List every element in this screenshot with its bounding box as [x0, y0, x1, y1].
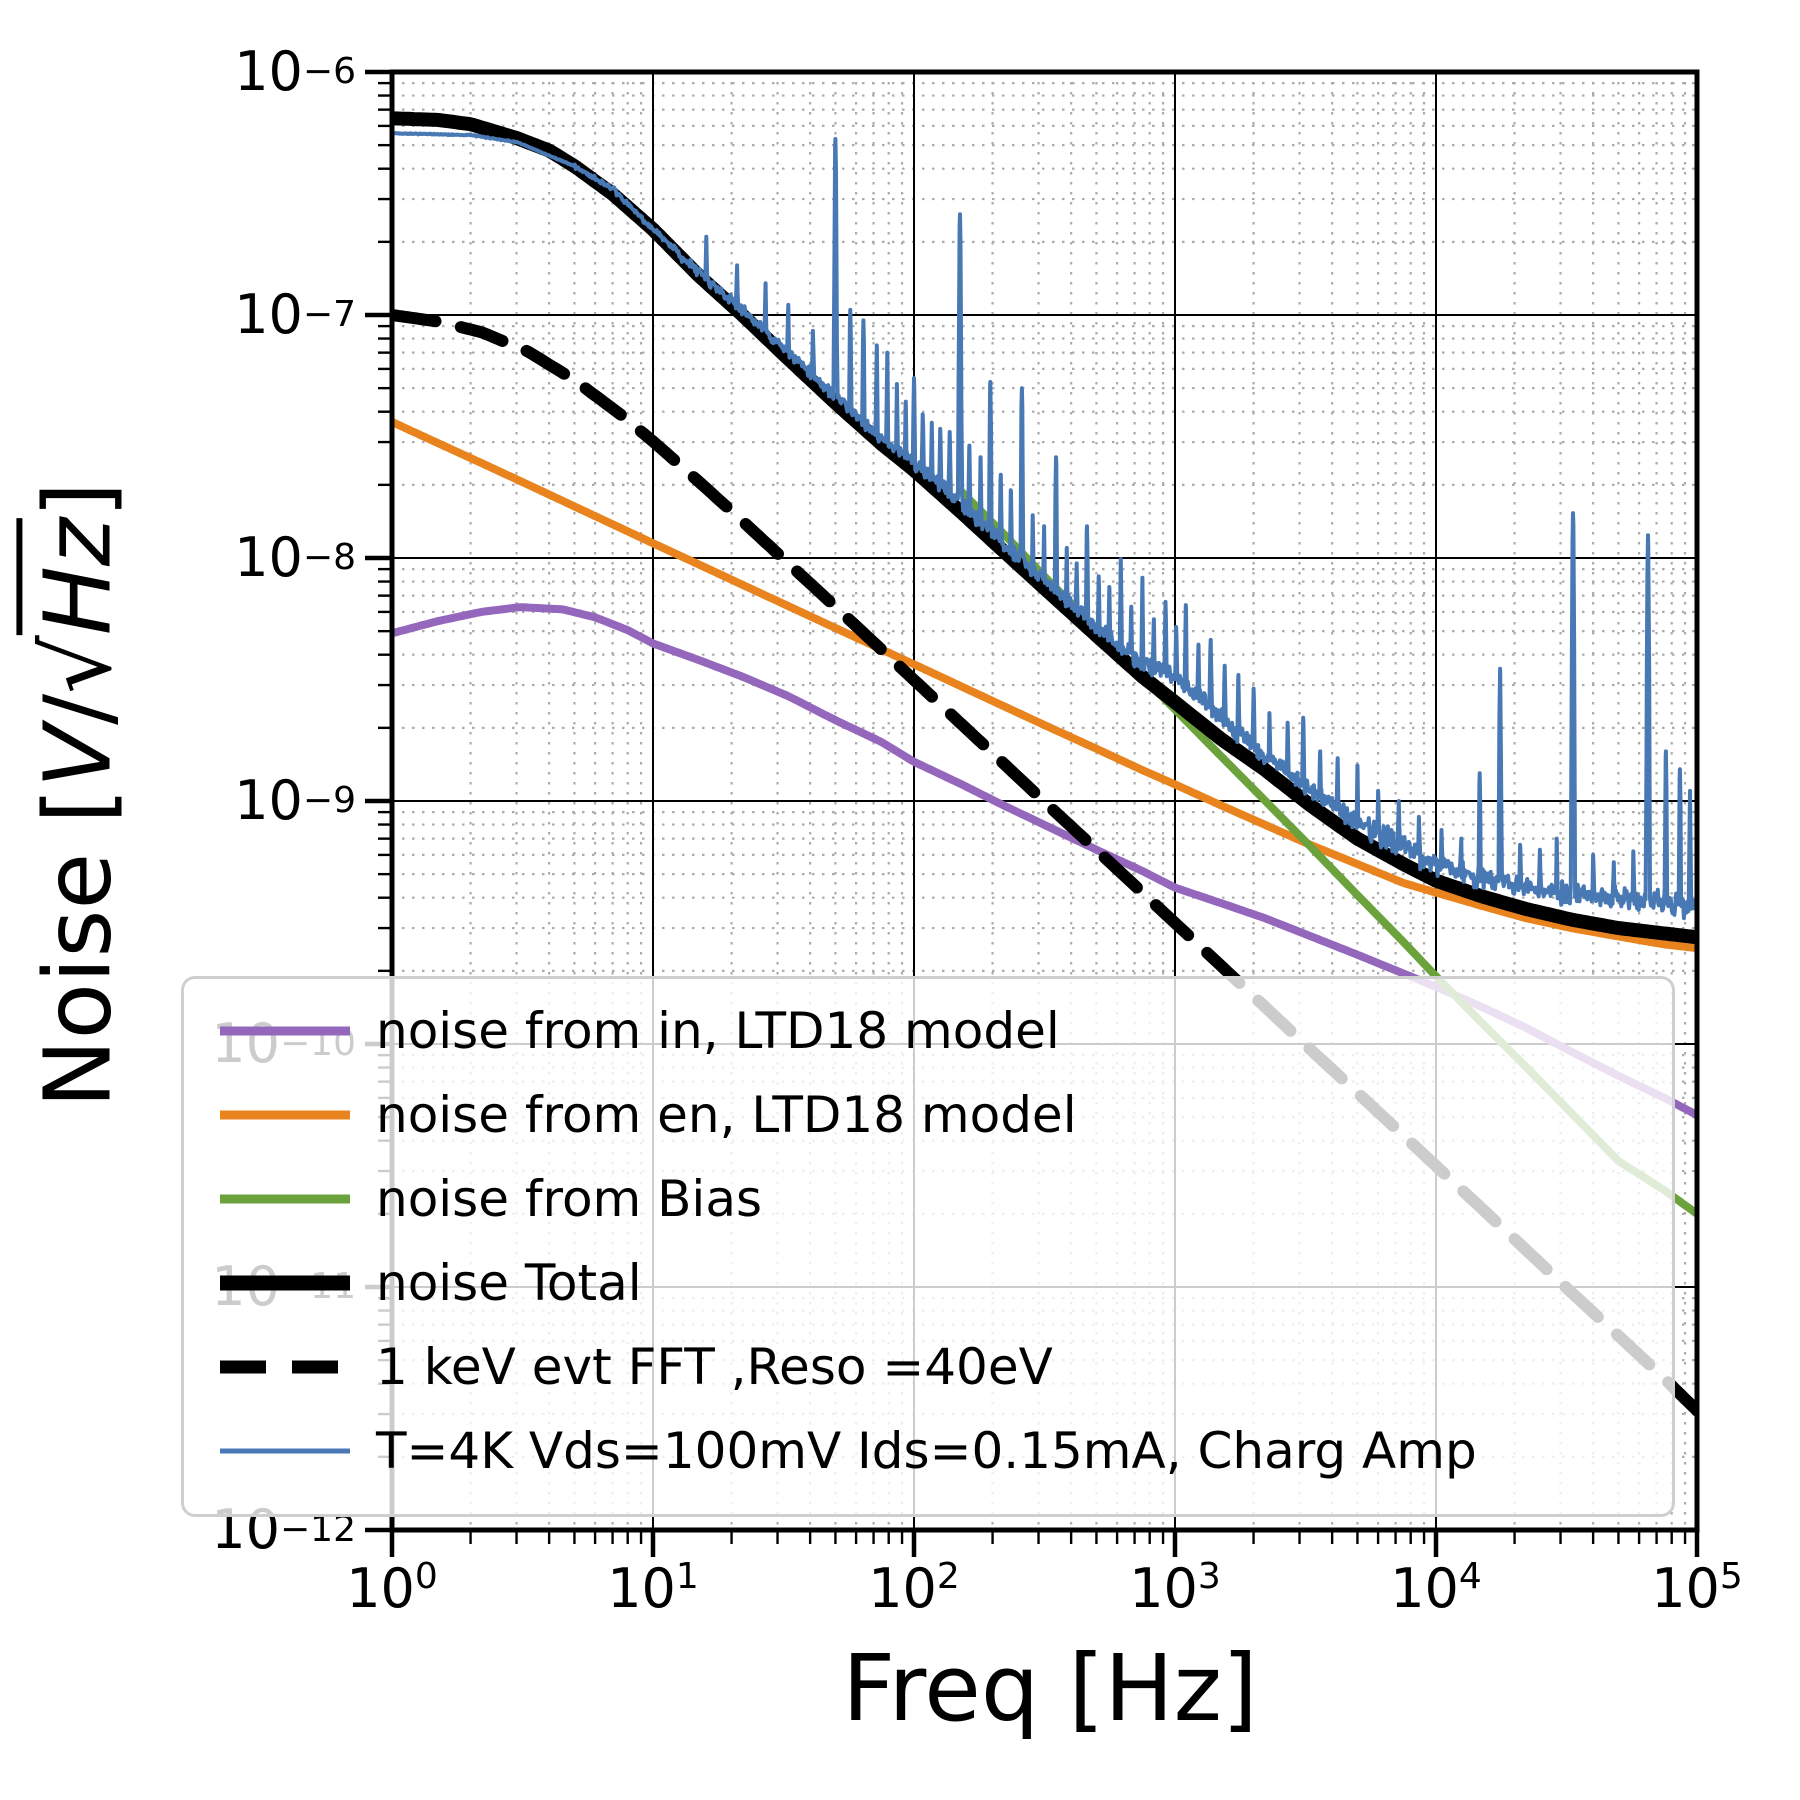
legend-label-3: noise Total: [376, 1254, 642, 1312]
y-tick-label-1e-7: 10 −7: [234, 283, 356, 346]
x-tick-label-1e1: 101: [607, 1556, 699, 1620]
legend-label-1: noise from en, LTD18 model: [376, 1086, 1077, 1144]
x-tick-label-1e2: 102: [868, 1556, 960, 1620]
legend-label-4: 1 keV evt FFT ,Reso =40eV: [376, 1338, 1053, 1396]
x-tick-label-1e3: 103: [1129, 1556, 1221, 1620]
legend-item-1: noise from en, LTD18 model: [204, 1073, 1672, 1157]
x-axis-title: Freq [Hz]: [842, 1635, 1258, 1742]
y-title-prefix: Noise [: [24, 787, 132, 1109]
legend-swatch-0: [220, 1026, 350, 1036]
legend-swatch-5: [220, 1448, 350, 1454]
legend-label-2: noise from Bias: [376, 1170, 763, 1228]
legend-swatch-1: [220, 1110, 350, 1120]
y-title-variable-hz: Hz: [16, 517, 132, 636]
legend-swatch-4: [220, 1360, 350, 1374]
legend-label-0: noise from in, LTD18 model: [376, 1002, 1060, 1060]
legend: noise from in, LTD18 model noise from en,…: [181, 976, 1675, 1517]
x-tick-label-1e5: 105: [1651, 1556, 1743, 1620]
legend-swatch-2: [220, 1194, 350, 1204]
x-tick-label-1e4: 104: [1390, 1556, 1482, 1620]
y-title-suffix: ]: [24, 481, 132, 518]
y-tick-label-1e-9: 10 −9: [234, 769, 356, 832]
series-curve-5: [392, 130, 1697, 921]
x-tick-label-1e0: 100: [346, 1556, 438, 1620]
legend-label-5: T=4K Vds=100mV Ids=0.15mA, Charg Amp: [376, 1422, 1477, 1480]
legend-item-2: noise from Bias: [204, 1157, 1672, 1241]
axes-spines: [389, 69, 1700, 1533]
y-tick-label-1e-6: 10 −6: [234, 40, 356, 103]
legend-item-4: 1 keV evt FFT ,Reso =40eV: [204, 1325, 1672, 1409]
legend-item-0: noise from in, LTD18 model: [204, 989, 1672, 1073]
series-curve-1: [392, 417, 1697, 953]
y-title-slash: /: [24, 693, 132, 725]
legend-swatch-3: [220, 1275, 350, 1291]
series-curve-3: [392, 111, 1697, 945]
sqrt-radical-symbol: √: [24, 635, 132, 694]
y-title-variable-v: V: [24, 724, 132, 788]
legend-item-5: T=4K Vds=100mV Ids=0.15mA, Charg Amp: [204, 1409, 1672, 1493]
y-tick-label-1e-8: 10 −8: [234, 526, 356, 589]
legend-item-3: noise Total: [204, 1241, 1672, 1325]
